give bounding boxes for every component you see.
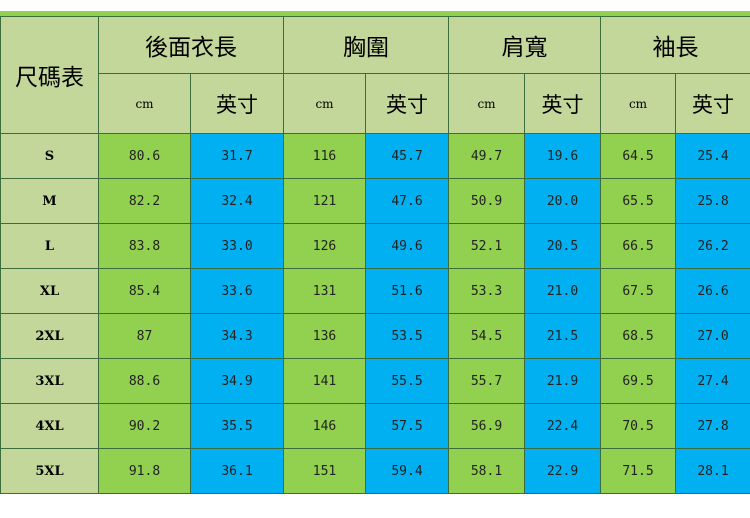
cm-value-cell: 85.4 bbox=[98, 268, 191, 314]
size-label: 3XL bbox=[0, 358, 99, 404]
unit-inch-header: 英寸 bbox=[524, 73, 601, 134]
unit-inch-header: 英寸 bbox=[190, 73, 284, 134]
inch-value-cell: 51.6 bbox=[365, 268, 449, 314]
cm-value-cell: 90.2 bbox=[98, 403, 191, 449]
inch-value-cell: 26.6 bbox=[675, 268, 750, 314]
unit-cm-header: cm bbox=[600, 73, 676, 134]
unit-cm-header: cm bbox=[98, 73, 191, 134]
unit-inch-header: 英寸 bbox=[365, 73, 449, 134]
cm-value-cell: 88.6 bbox=[98, 358, 191, 404]
unit-cm-header: cm bbox=[448, 73, 525, 134]
inch-value-cell: 27.4 bbox=[675, 358, 750, 404]
inch-value-cell: 21.5 bbox=[524, 313, 601, 359]
header-sleeve: 袖長 bbox=[600, 16, 750, 74]
table-row: 2XL 87 34.3 136 53.5 54.5 21.5 68.5 27.0 bbox=[0, 313, 750, 359]
cm-value-cell: 53.3 bbox=[448, 268, 525, 314]
table-row: 5XL 91.8 36.1 151 59.4 58.1 22.9 71.5 28.1 bbox=[0, 448, 750, 494]
inch-value-cell: 31.7 bbox=[190, 133, 284, 179]
inch-value-cell: 26.2 bbox=[675, 223, 750, 269]
unit-inch-header: 英寸 bbox=[675, 73, 750, 134]
cm-value-cell: 91.8 bbox=[98, 448, 191, 494]
inch-value-cell: 22.9 bbox=[524, 448, 601, 494]
inch-value-cell: 34.9 bbox=[190, 358, 284, 404]
inch-value-cell: 55.5 bbox=[365, 358, 449, 404]
cm-value-cell: 136 bbox=[283, 313, 366, 359]
inch-value-cell: 20.0 bbox=[524, 178, 601, 224]
cm-value-cell: 71.5 bbox=[600, 448, 676, 494]
cm-value-cell: 146 bbox=[283, 403, 366, 449]
inch-value-cell: 21.0 bbox=[524, 268, 601, 314]
inch-value-cell: 45.7 bbox=[365, 133, 449, 179]
inch-value-cell: 25.4 bbox=[675, 133, 750, 179]
cm-value-cell: 49.7 bbox=[448, 133, 525, 179]
cm-value-cell: 83.8 bbox=[98, 223, 191, 269]
inch-value-cell: 28.1 bbox=[675, 448, 750, 494]
header-chest: 胸圍 bbox=[283, 16, 449, 74]
cm-value-cell: 67.5 bbox=[600, 268, 676, 314]
unit-cm-header: cm bbox=[283, 73, 366, 134]
table-row: XL 85.4 33.6 131 51.6 53.3 21.0 67.5 26.6 bbox=[0, 268, 750, 314]
inch-value-cell: 19.6 bbox=[524, 133, 601, 179]
inch-value-cell: 35.5 bbox=[190, 403, 284, 449]
inch-value-cell: 27.8 bbox=[675, 403, 750, 449]
inch-value-cell: 21.9 bbox=[524, 358, 601, 404]
size-chart-label: 尺碼表 bbox=[0, 16, 99, 134]
cm-value-cell: 58.1 bbox=[448, 448, 525, 494]
cm-value-cell: 55.7 bbox=[448, 358, 525, 404]
cm-value-cell: 70.5 bbox=[600, 403, 676, 449]
size-label: S bbox=[0, 133, 99, 179]
table-row: 4XL 90.2 35.5 146 57.5 56.9 22.4 70.5 27.8 bbox=[0, 403, 750, 449]
table-row: M 82.2 32.4 121 47.6 50.9 20.0 65.5 25.8 bbox=[0, 178, 750, 224]
inch-value-cell: 36.1 bbox=[190, 448, 284, 494]
table-row: 3XL 88.6 34.9 141 55.5 55.7 21.9 69.5 27.4 bbox=[0, 358, 750, 404]
inch-value-cell: 22.4 bbox=[524, 403, 601, 449]
top-accent-bar bbox=[0, 11, 750, 16]
cm-value-cell: 66.5 bbox=[600, 223, 676, 269]
inch-value-cell: 33.0 bbox=[190, 223, 284, 269]
cm-value-cell: 126 bbox=[283, 223, 366, 269]
inch-value-cell: 47.6 bbox=[365, 178, 449, 224]
inch-value-cell: 57.5 bbox=[365, 403, 449, 449]
cm-value-cell: 54.5 bbox=[448, 313, 525, 359]
inch-value-cell: 59.4 bbox=[365, 448, 449, 494]
size-chart-table: 尺碼表 後面衣長 胸圍 肩寬 袖長 cm 英寸 cm 英寸 cm 英寸 cm 英… bbox=[0, 16, 750, 494]
header-back-length: 後面衣長 bbox=[98, 16, 284, 74]
cm-value-cell: 80.6 bbox=[98, 133, 191, 179]
unit-header-row: cm 英寸 cm 英寸 cm 英寸 cm 英寸 bbox=[1, 73, 750, 134]
size-label: M bbox=[0, 178, 99, 224]
inch-value-cell: 53.5 bbox=[365, 313, 449, 359]
cm-value-cell: 50.9 bbox=[448, 178, 525, 224]
cm-value-cell: 87 bbox=[98, 313, 191, 359]
group-header-row: 尺碼表 後面衣長 胸圍 肩寬 袖長 bbox=[0, 16, 750, 134]
cm-value-cell: 64.5 bbox=[600, 133, 676, 179]
cm-value-cell: 69.5 bbox=[600, 358, 676, 404]
inch-value-cell: 49.6 bbox=[365, 223, 449, 269]
cm-value-cell: 121 bbox=[283, 178, 366, 224]
size-label: 5XL bbox=[0, 448, 99, 494]
cm-value-cell: 56.9 bbox=[448, 403, 525, 449]
inch-value-cell: 33.6 bbox=[190, 268, 284, 314]
table-row: S 80.6 31.7 116 45.7 49.7 19.6 64.5 25.4 bbox=[0, 133, 750, 179]
size-label: 4XL bbox=[0, 403, 99, 449]
inch-value-cell: 32.4 bbox=[190, 178, 284, 224]
size-label: L bbox=[0, 223, 99, 269]
cm-value-cell: 65.5 bbox=[600, 178, 676, 224]
cm-value-cell: 131 bbox=[283, 268, 366, 314]
inch-value-cell: 20.5 bbox=[524, 223, 601, 269]
cm-value-cell: 116 bbox=[283, 133, 366, 179]
cm-value-cell: 82.2 bbox=[98, 178, 191, 224]
inch-value-cell: 27.0 bbox=[675, 313, 750, 359]
inch-value-cell: 25.8 bbox=[675, 178, 750, 224]
size-label: XL bbox=[0, 268, 99, 314]
inch-value-cell: 34.3 bbox=[190, 313, 284, 359]
cm-value-cell: 151 bbox=[283, 448, 366, 494]
size-label: 2XL bbox=[0, 313, 99, 359]
table-row: L 83.8 33.0 126 49.6 52.1 20.5 66.5 26.2 bbox=[0, 223, 750, 269]
cm-value-cell: 68.5 bbox=[600, 313, 676, 359]
cm-value-cell: 141 bbox=[283, 358, 366, 404]
header-shoulder: 肩寬 bbox=[448, 16, 601, 74]
cm-value-cell: 52.1 bbox=[448, 223, 525, 269]
